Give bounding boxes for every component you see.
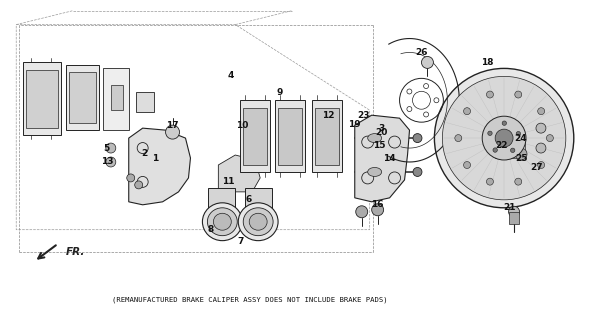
Circle shape xyxy=(511,148,515,153)
Text: 8: 8 xyxy=(207,225,213,234)
Text: 20: 20 xyxy=(375,128,388,137)
Polygon shape xyxy=(275,100,305,172)
Polygon shape xyxy=(218,155,260,192)
Bar xyxy=(136,92,154,112)
Circle shape xyxy=(106,143,116,153)
Text: 22: 22 xyxy=(495,140,507,149)
Bar xyxy=(509,212,519,224)
Circle shape xyxy=(488,131,492,135)
Text: 27: 27 xyxy=(530,164,544,172)
Ellipse shape xyxy=(243,208,273,236)
Bar xyxy=(209,188,235,228)
Text: 15: 15 xyxy=(374,140,386,149)
Circle shape xyxy=(464,108,470,115)
Bar xyxy=(245,188,272,228)
Polygon shape xyxy=(103,68,129,130)
Circle shape xyxy=(515,91,522,98)
Circle shape xyxy=(135,181,142,189)
Polygon shape xyxy=(355,115,409,202)
Polygon shape xyxy=(278,108,302,165)
Polygon shape xyxy=(69,72,96,123)
Text: 16: 16 xyxy=(371,200,384,209)
Text: FR.: FR. xyxy=(66,247,85,257)
Text: 7: 7 xyxy=(237,237,243,246)
Circle shape xyxy=(413,134,422,143)
Text: 24: 24 xyxy=(515,133,527,143)
Circle shape xyxy=(127,174,135,182)
Text: 3: 3 xyxy=(378,124,385,132)
Circle shape xyxy=(434,68,574,208)
Polygon shape xyxy=(312,100,342,172)
Ellipse shape xyxy=(238,203,278,241)
Circle shape xyxy=(486,178,493,185)
Circle shape xyxy=(515,148,527,160)
Text: (REMANUFACTURED BRAKE CALIPER ASSY DOES NOT INCLUDE BRAKE PADS): (REMANUFACTURED BRAKE CALIPER ASSY DOES … xyxy=(113,296,388,303)
Circle shape xyxy=(486,91,493,98)
Circle shape xyxy=(499,142,509,152)
Text: 26: 26 xyxy=(415,48,428,57)
Text: 10: 10 xyxy=(236,121,249,130)
Text: 12: 12 xyxy=(322,111,334,120)
Circle shape xyxy=(516,132,520,136)
Ellipse shape xyxy=(249,213,267,230)
Polygon shape xyxy=(240,100,270,172)
Circle shape xyxy=(464,162,470,169)
Text: 17: 17 xyxy=(166,121,179,130)
Circle shape xyxy=(106,157,116,167)
Text: 2: 2 xyxy=(141,148,148,157)
Text: 4: 4 xyxy=(227,71,234,80)
Text: 25: 25 xyxy=(515,154,527,163)
Ellipse shape xyxy=(213,213,231,230)
Circle shape xyxy=(536,123,546,133)
Polygon shape xyxy=(23,62,61,135)
Circle shape xyxy=(538,108,545,115)
Text: 23: 23 xyxy=(358,111,370,120)
Circle shape xyxy=(356,206,368,218)
Ellipse shape xyxy=(368,134,381,143)
Circle shape xyxy=(495,129,513,147)
Text: 5: 5 xyxy=(104,144,110,153)
Circle shape xyxy=(502,121,507,125)
Circle shape xyxy=(538,162,545,169)
Polygon shape xyxy=(66,65,99,130)
Polygon shape xyxy=(243,108,267,165)
Text: 19: 19 xyxy=(349,120,361,129)
Polygon shape xyxy=(129,128,191,205)
Ellipse shape xyxy=(368,167,381,176)
Circle shape xyxy=(421,56,433,68)
Text: 11: 11 xyxy=(222,177,235,187)
Circle shape xyxy=(547,135,554,141)
Circle shape xyxy=(372,204,384,216)
Bar xyxy=(495,136,525,158)
Ellipse shape xyxy=(203,203,242,241)
Text: 14: 14 xyxy=(383,154,396,163)
Polygon shape xyxy=(315,108,339,165)
Text: 6: 6 xyxy=(245,195,252,204)
Circle shape xyxy=(493,148,497,152)
Ellipse shape xyxy=(207,208,237,236)
Circle shape xyxy=(482,116,526,160)
Circle shape xyxy=(536,143,546,153)
Circle shape xyxy=(166,125,179,139)
Text: 21: 21 xyxy=(503,203,516,212)
Text: 18: 18 xyxy=(481,58,493,67)
Text: 1: 1 xyxy=(153,154,159,163)
Text: 13: 13 xyxy=(101,157,113,166)
Text: 9: 9 xyxy=(277,88,283,97)
Polygon shape xyxy=(111,85,123,110)
Circle shape xyxy=(413,167,422,176)
Polygon shape xyxy=(26,70,58,128)
Circle shape xyxy=(508,206,520,217)
Circle shape xyxy=(442,76,566,200)
Circle shape xyxy=(455,135,462,141)
Circle shape xyxy=(515,178,522,185)
